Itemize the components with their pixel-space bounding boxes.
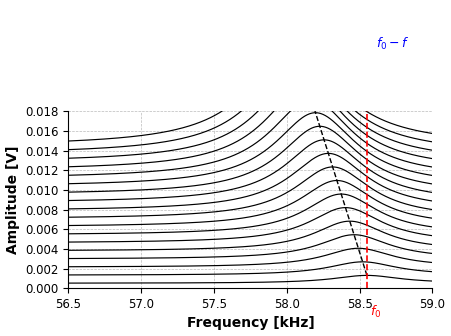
Y-axis label: Amplitude [V]: Amplitude [V]	[5, 145, 19, 254]
Text: $f_0$: $f_0$	[370, 304, 381, 320]
X-axis label: Frequency [kHz]: Frequency [kHz]	[187, 317, 314, 330]
Text: $f_0 - f$: $f_0 - f$	[376, 36, 409, 52]
